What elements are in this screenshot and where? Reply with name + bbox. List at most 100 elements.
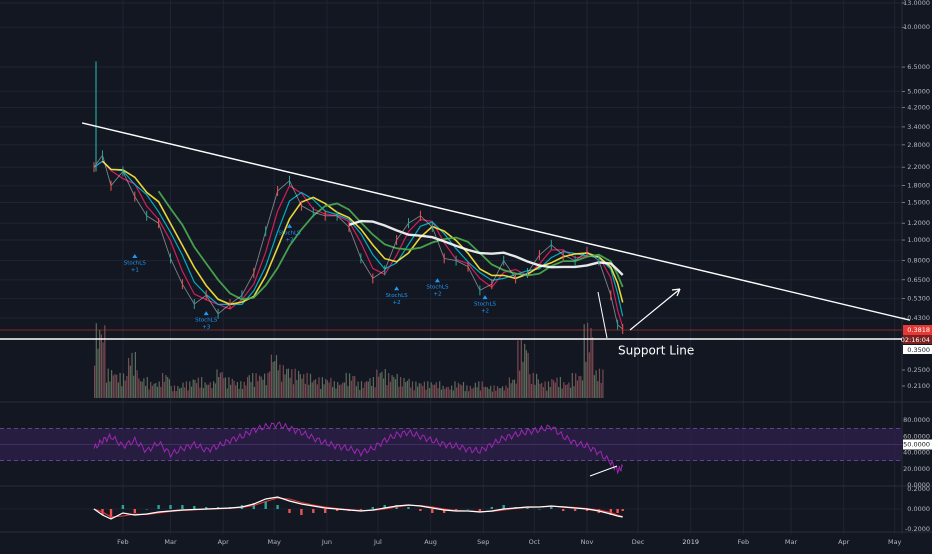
volume-bar-71 — [214, 383, 216, 398]
signal-sub-1: +3 — [202, 325, 211, 331]
volume-bar-120 — [298, 370, 300, 398]
macd-histogram-bar-7 — [169, 505, 172, 509]
volume-bar-84 — [236, 382, 238, 398]
volume-bar-98 — [260, 376, 262, 398]
volume-bar-90 — [247, 377, 249, 398]
volume-bar-202 — [437, 388, 439, 398]
volume-bar-75 — [221, 372, 223, 398]
volume-bar-21 — [129, 365, 131, 398]
volume-bar-60 — [196, 383, 198, 398]
price-tick-label-3: 5.0000 — [907, 87, 930, 95]
volume-bar-128 — [311, 382, 313, 398]
volume-bar-132 — [318, 377, 320, 398]
volume-bar-29 — [143, 378, 145, 398]
volume-bar-205 — [442, 385, 444, 398]
volume-bar-260 — [536, 373, 538, 398]
signal-arrow-icon-5 — [482, 295, 488, 300]
volume-bar-246 — [512, 379, 514, 398]
signal-arrow-icon-0 — [132, 253, 138, 258]
volume-bar-67 — [207, 384, 210, 398]
volume-bar-269 — [551, 379, 553, 398]
volume-bar-85 — [238, 388, 240, 398]
volume-bar-247 — [513, 379, 516, 398]
volume-bar-183 — [405, 382, 407, 398]
macd-histogram-bar-39 — [550, 507, 553, 509]
volume-bar-273 — [558, 387, 560, 398]
volume-bar-141 — [333, 381, 335, 398]
volume-bar-214 — [457, 382, 459, 398]
signal-sub-3: +2 — [393, 300, 401, 306]
volume-bar-277 — [564, 385, 567, 398]
volume-bar-54 — [185, 381, 187, 398]
volume-bar-257 — [530, 383, 533, 398]
volume-bar-190 — [417, 386, 419, 398]
volume-bar-171 — [384, 369, 386, 398]
volume-bar-283 — [575, 373, 577, 398]
rsi-current-label: 50.0000 — [903, 441, 930, 449]
volume-bar-18 — [124, 380, 126, 398]
volume-bar-160 — [366, 381, 368, 398]
volume-bar-262 — [539, 383, 541, 398]
volume-bar-63 — [201, 377, 203, 398]
volume-bars — [94, 322, 604, 398]
volume-bar-32 — [148, 389, 150, 398]
signal-sub-2: +2 — [285, 237, 293, 243]
volume-bar-209 — [449, 389, 451, 398]
macd-histogram-bar-20 — [324, 509, 327, 513]
volume-bar-208 — [447, 386, 449, 398]
volume-bar-147 — [343, 382, 346, 398]
time-tick-label-5: Jul — [373, 538, 382, 546]
volume-bar-253 — [524, 343, 526, 398]
volume-bar-150 — [349, 373, 351, 398]
volume-bar-124 — [304, 383, 306, 398]
signal-label-0: StochLS — [124, 260, 147, 266]
signal-label-3: StochLS — [386, 293, 409, 299]
time-tick-label-10: Dec — [632, 538, 645, 546]
volume-bar-34 — [151, 385, 153, 398]
price-tick-label-12: 0.8000 — [907, 257, 930, 265]
last-price-box — [903, 325, 932, 335]
volume-bar-40 — [162, 373, 164, 398]
volume-bar-65 — [204, 382, 206, 398]
volume-bar-225 — [476, 387, 478, 398]
volume-bar-293 — [592, 337, 594, 398]
volume-bar-223 — [473, 387, 475, 398]
price-axis: 13.0000 10.0000 6.5000 5.0000 4.2000 3.4000 2.… — [902, 0, 930, 390]
signal-arrow-icon-3 — [394, 286, 400, 291]
macd-histogram-bar-40 — [562, 509, 565, 511]
price-tick-label-5: 3.4000 — [907, 123, 930, 131]
volume-bar-154 — [355, 386, 357, 398]
volume-bar-169 — [381, 371, 383, 398]
price-tick-label-4: 4.2000 — [907, 103, 930, 111]
rsi-current-box — [903, 439, 932, 450]
volume-bar-140 — [332, 387, 334, 398]
macd-histogram-bar-19 — [312, 509, 315, 513]
volume-bar-278 — [566, 384, 568, 398]
volume-bar-101 — [265, 385, 267, 398]
macd-tick-label-2: -0.2000 — [905, 525, 930, 533]
volume-bar-111 — [282, 365, 284, 398]
macd-histogram-bar-42 — [585, 509, 589, 511]
macd-histogram-bar-15 — [264, 501, 267, 509]
ema-green-line — [157, 190, 624, 301]
volume-bar-238 — [498, 388, 500, 398]
volume-bar-113 — [286, 368, 288, 398]
volume-bar-28 — [141, 381, 143, 398]
volume-bar-239 — [500, 387, 502, 398]
volume-bar-243 — [507, 387, 509, 398]
macd-histogram-bar-9 — [193, 506, 196, 509]
volume-bar-255 — [527, 352, 529, 398]
volume-bar-58 — [192, 379, 194, 398]
price-tick-label-17: 0.2100 — [907, 382, 930, 390]
volume-bar-6 — [104, 325, 106, 398]
volume-bar-95 — [255, 373, 257, 398]
volume-bar-74 — [219, 372, 221, 398]
volume-bar-3 — [99, 330, 101, 398]
time-tick-label-0: Feb — [117, 538, 129, 546]
price-tick-label-2: 6.5000 — [907, 63, 930, 71]
volume-bar-221 — [469, 385, 471, 398]
last-price-label: 0.3818 — [907, 326, 930, 334]
macd-histogram-bar-4 — [133, 509, 136, 513]
descending-trendline — [81, 122, 911, 321]
